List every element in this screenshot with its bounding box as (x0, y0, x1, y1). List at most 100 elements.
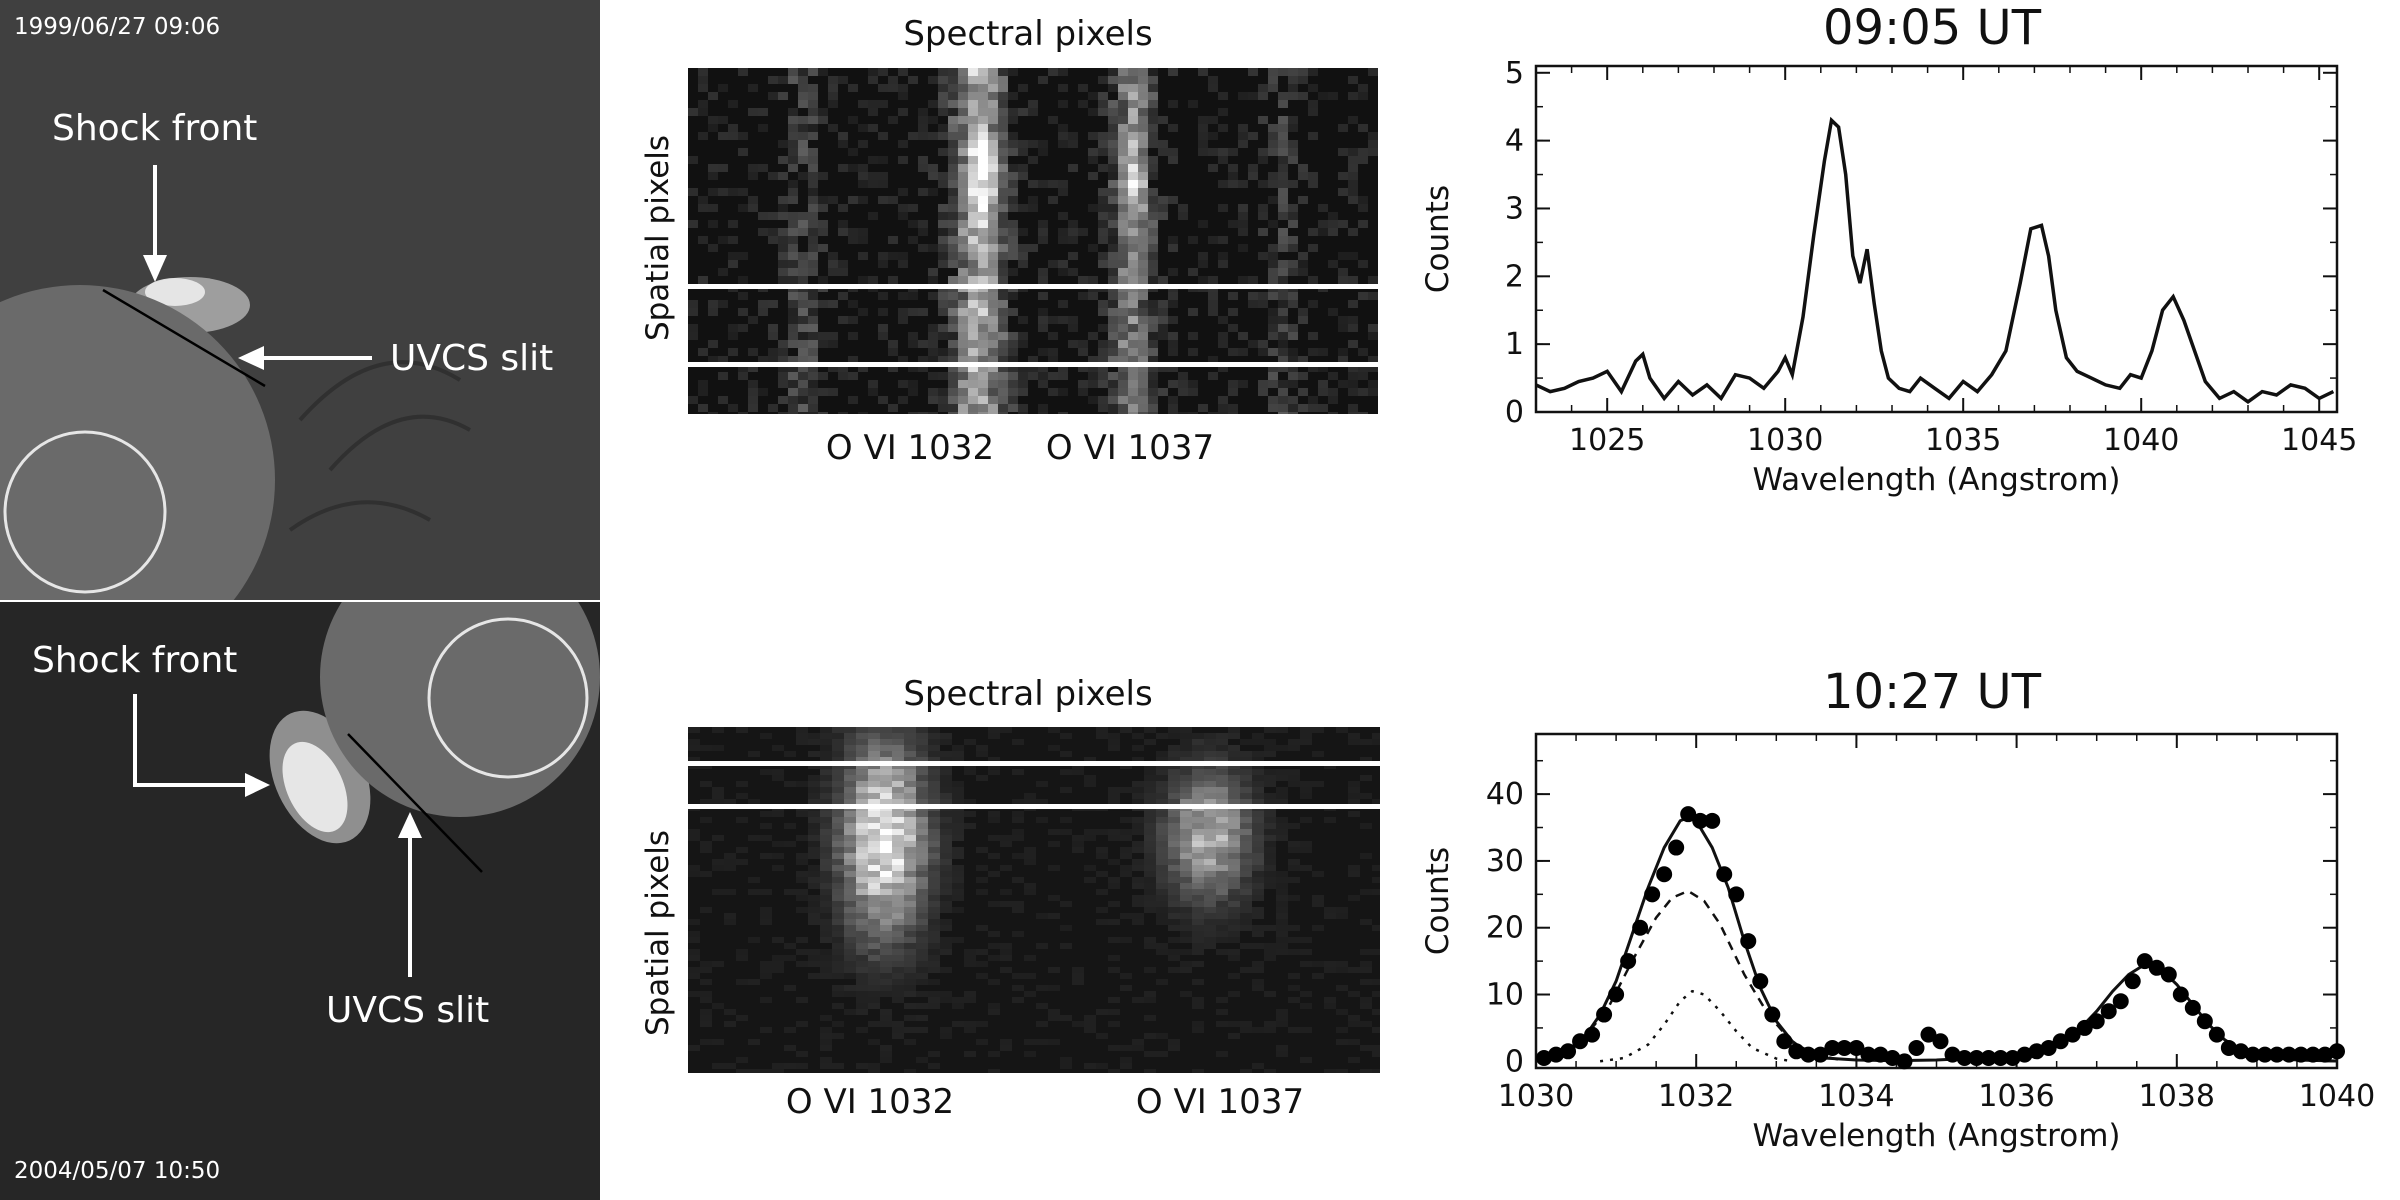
data-point (1836, 1039, 1853, 1056)
data-point (1848, 1039, 1865, 1056)
line-label-ovi-1037: O VI 1037 (1135, 1082, 1305, 1122)
data-point (1740, 933, 1757, 950)
data-point (1980, 1049, 1997, 1066)
x-axis-label: Wavelength (Angstrom) (1752, 1118, 2120, 1154)
data-point (1932, 1033, 1949, 1050)
y-tick-label: 2 (1505, 259, 1524, 294)
data-point (2016, 1046, 2033, 1063)
data-point (1632, 919, 1649, 936)
data-point (1620, 953, 1637, 970)
data-point (1788, 1043, 1805, 1060)
line-label-ovi-1032: O VI 1032 (825, 428, 995, 468)
data-point (1680, 806, 1697, 823)
cme-loops (288, 360, 471, 532)
data-point (2304, 1046, 2321, 1063)
x-tick-label: 1040 (2299, 1079, 2375, 1114)
uvcs-slit-arrowhead (238, 346, 264, 370)
x-tick-label: 1030 (1498, 1079, 1574, 1114)
y-tick-label: 20 (1486, 911, 1524, 946)
shock-front-label: Shock front (52, 108, 258, 149)
data-point (1992, 1049, 2009, 1066)
shock-front-arrowhead (143, 255, 167, 282)
lasco-image-2004-graphics (133, 602, 600, 977)
data-point (1584, 1026, 1601, 1043)
data-point (1656, 866, 1673, 883)
series-line-solid (1535, 116, 2335, 404)
x-tick-label: 1025 (1569, 423, 1645, 458)
data-point (1872, 1046, 1889, 1063)
data-point (2232, 1043, 2249, 1060)
lasco-timestamp: 1999/06/27 09:06 (14, 14, 221, 40)
data-point (2004, 1049, 2021, 1066)
x-tick-label: 1036 (1978, 1079, 2054, 1114)
shock-front-arrowhead (245, 773, 270, 797)
x-tick-label: 1038 (2139, 1079, 2215, 1114)
data-point (2292, 1046, 2309, 1063)
spectrum-region-line-lower (688, 362, 1378, 367)
sun-limb-circle (3, 430, 167, 594)
data-point (1596, 1006, 1613, 1023)
spectrum-pixels (688, 727, 1380, 1073)
spectrum-image-1027 (688, 727, 1380, 1073)
y-axis-label: Counts (1420, 185, 1456, 293)
spectrum-region-line-upper (688, 284, 1378, 289)
x-tick-label: 1045 (2281, 423, 2357, 458)
data-point (1920, 1026, 1937, 1043)
lasco-timestamp: 2004/05/07 10:50 (14, 1158, 221, 1184)
x-tick-label: 1032 (1658, 1079, 1734, 1114)
spectrum-region-line-lower (688, 804, 1380, 809)
y-tick-label: 30 (1486, 844, 1524, 879)
data-point (2148, 959, 2165, 976)
data-point (1956, 1049, 1973, 1066)
spectrum-region-line-upper (688, 761, 1380, 766)
data-point (2124, 973, 2141, 990)
data-point (1752, 973, 1769, 990)
data-point (1860, 1046, 1877, 1063)
y-axis-label: Counts (1420, 847, 1456, 955)
spectrum-image-0905 (688, 68, 1378, 414)
shock-front-arrow (133, 694, 248, 787)
y-tick-label: 5 (1505, 56, 1524, 91)
y-tick-label: 3 (1505, 191, 1524, 226)
shock-front-label: Shock front (32, 640, 238, 681)
data-point (1944, 1046, 1961, 1063)
data-point (2076, 1019, 2093, 1036)
data-point (1560, 1043, 1577, 1060)
spectrum-image-0905-graphics (688, 68, 1378, 414)
series-line-solid (1535, 815, 2338, 1063)
data-point (2136, 953, 2153, 970)
spatial-pixels-label: Spatial pixels (640, 829, 677, 1037)
shock-front-core (282, 741, 348, 833)
data-point (2088, 1013, 2105, 1030)
data-point (1908, 1039, 1925, 1056)
x-tick-label: 1030 (1747, 423, 1823, 458)
lasco-image-2004: Shock front UVCS slit 2004/05/07 10:50 (0, 602, 600, 1200)
spectrum-image-1027-graphics (688, 727, 1380, 1073)
x-tick-label: 1035 (1925, 423, 2001, 458)
data-point (2100, 1003, 2117, 1020)
data-point (2040, 1039, 2057, 1056)
series-line-dotted (1599, 989, 1793, 1063)
data-point (1692, 812, 1709, 829)
x-tick-label: 1034 (1818, 1079, 1894, 1114)
y-tick-label: 0 (1505, 395, 1524, 430)
data-point (2184, 999, 2201, 1016)
uvcs-slit-arrowhead (398, 812, 422, 838)
occulter-disk (320, 602, 600, 817)
data-point (1776, 1033, 1793, 1050)
data-point (2268, 1046, 2285, 1063)
occulter-disk (0, 285, 275, 600)
y-tick-label: 1 (1505, 327, 1524, 362)
y-tick-label: 10 (1486, 978, 1524, 1013)
data-point (1884, 1049, 1901, 1066)
x-axis-label: Wavelength (Angstrom) (1752, 462, 2120, 498)
data-point (2160, 966, 2177, 983)
spatial-pixels-label: Spatial pixels (640, 134, 677, 342)
y-tick-label: 0 (1505, 1044, 1524, 1079)
data-point (1812, 1046, 1829, 1063)
data-point (2208, 1026, 2225, 1043)
lasco-image-1999-graphics (0, 165, 471, 600)
data-point (1824, 1039, 1841, 1056)
y-tick-label: 4 (1505, 124, 1524, 159)
data-point (2220, 1039, 2237, 1056)
